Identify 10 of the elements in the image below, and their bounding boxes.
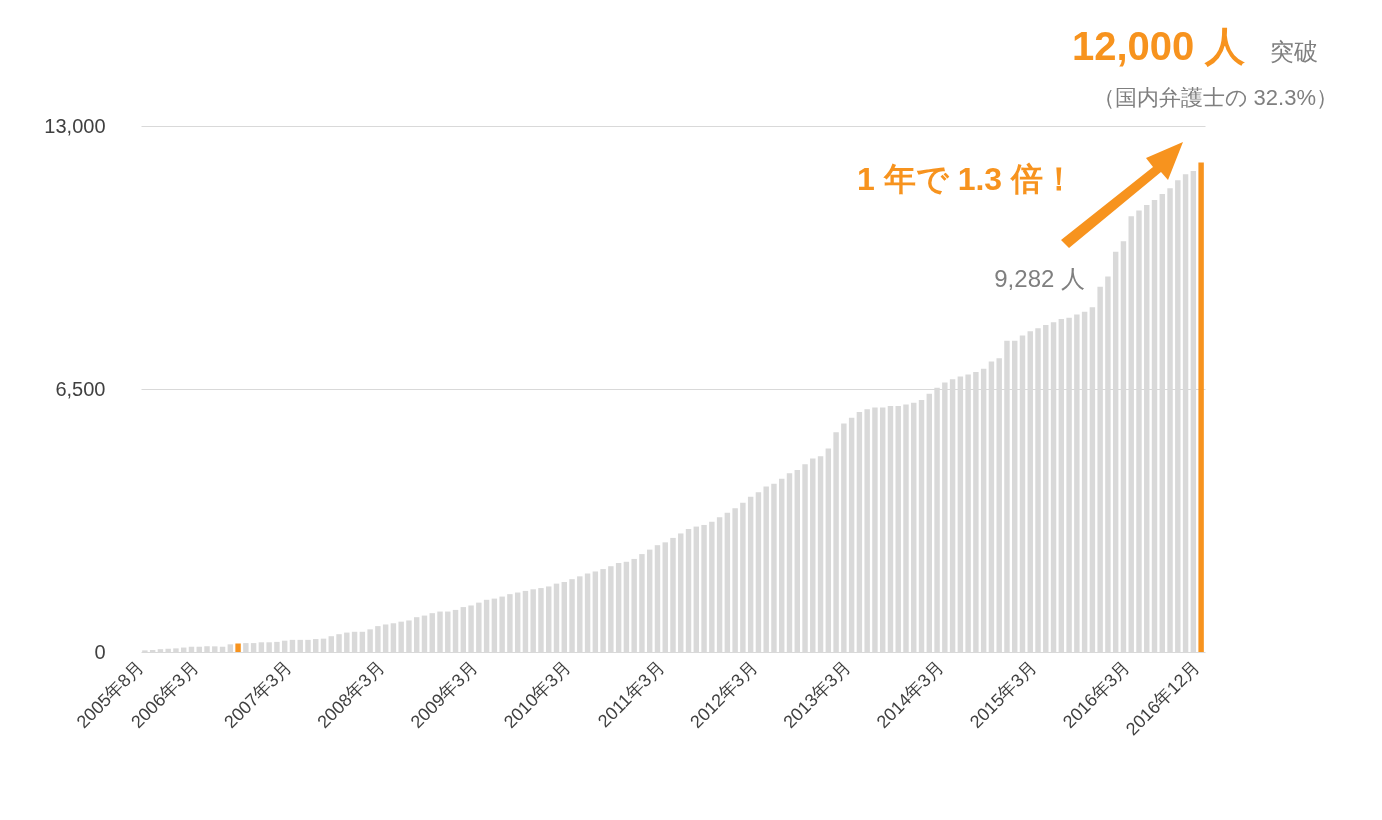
y-tick-label: 13,000 (44, 114, 106, 137)
text: 突破 (1270, 38, 1318, 65)
annotation: 9,282 人 (994, 265, 1085, 292)
bar (235, 643, 241, 652)
text: （国内弁護士の 32.3%） (1092, 85, 1338, 110)
annotation: 1 年で 1.3 倍！ (857, 161, 1075, 197)
bar (1198, 162, 1204, 652)
y-tick-label: 6,500 (55, 377, 106, 400)
y-tick-label: 0 (94, 640, 106, 663)
text: 12,000 人 (1072, 24, 1247, 68)
